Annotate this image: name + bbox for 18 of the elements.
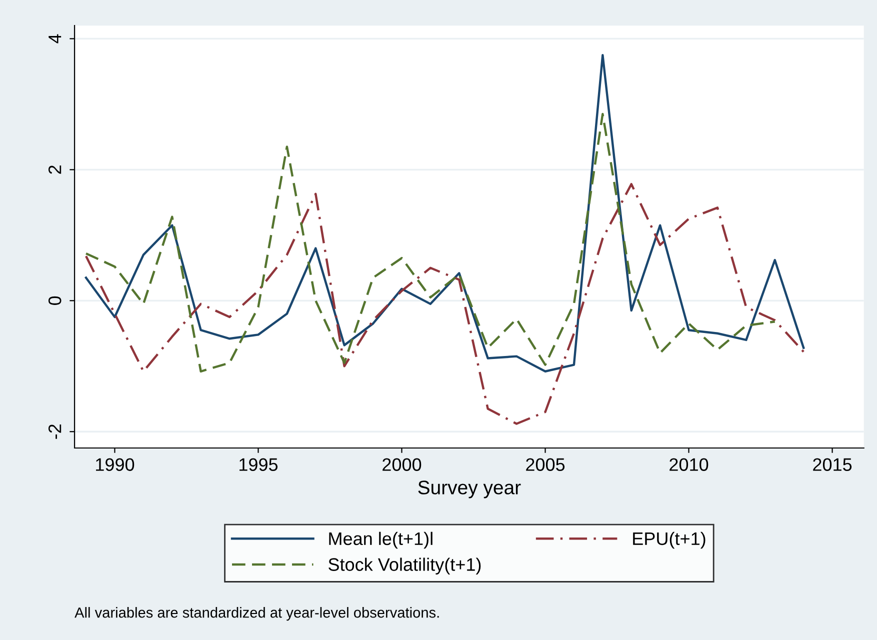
line-series (84, 182, 805, 425)
x-tick-label: 1995 (240, 458, 278, 471)
x-tick-label: 2005 (526, 458, 565, 471)
y-tick-label: 2 (48, 166, 62, 174)
legend-label: EPU(t+1) (633, 532, 706, 549)
text: All variables are standardized at year-level observations. (74, 607, 439, 621)
y-tick-label: -2 (48, 424, 62, 439)
y-tick-label: 4 (48, 34, 62, 44)
line-series (84, 54, 805, 372)
x-tick-label: 2015 (813, 458, 852, 471)
x-tick-label: 2010 (670, 458, 708, 471)
y-tick-label: 0 (48, 296, 62, 305)
x-axis-title: Survey year (418, 480, 521, 498)
legend-label: Mean le(t+1)l (329, 532, 432, 549)
legend-label: Stock Volatility(t+1) (328, 558, 481, 575)
x-tick-label: 1990 (96, 458, 134, 471)
line-series (84, 112, 776, 372)
x-tick-label: 2000 (382, 458, 422, 471)
